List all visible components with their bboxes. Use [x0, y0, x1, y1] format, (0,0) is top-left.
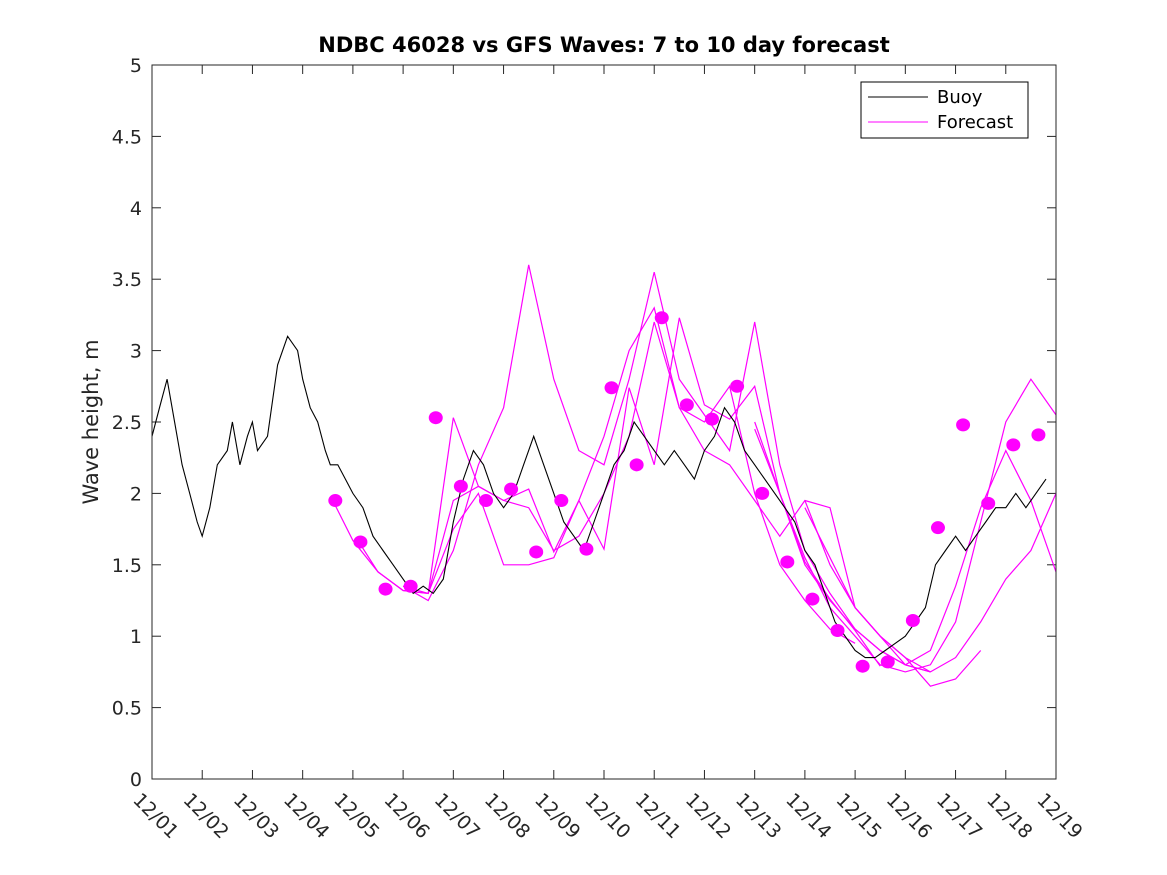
legend-forecast-label: Forecast — [937, 112, 1013, 133]
forecast-point — [353, 535, 368, 549]
forecast-point — [830, 623, 845, 637]
y-tick-label: 1.5 — [112, 555, 142, 577]
forecast-point — [453, 479, 468, 493]
forecast-point — [1006, 438, 1021, 452]
y-tick-label: 2 — [130, 483, 142, 505]
forecast-point — [755, 486, 770, 500]
forecast-point — [956, 418, 971, 432]
legend-box — [860, 81, 1029, 139]
buoy-series — [151, 335, 1047, 659]
y-tick-label: 0 — [130, 769, 142, 791]
forecast-line — [754, 378, 1057, 673]
forecast-point — [403, 579, 418, 593]
forecast-point — [905, 613, 920, 627]
forecast-point — [930, 521, 945, 535]
forecast-point — [780, 555, 795, 569]
y-tick-label: 4 — [130, 198, 142, 220]
forecast-line — [402, 306, 931, 673]
forecast-point — [504, 482, 519, 496]
forecast-point — [855, 659, 870, 673]
legend-buoy-label: Buoy — [937, 87, 983, 108]
forecast-line — [804, 493, 1057, 673]
forecast-point — [554, 494, 569, 508]
forecast-point — [629, 458, 644, 472]
forecast-line — [804, 507, 982, 687]
forecast-point — [654, 311, 669, 325]
y-axis-label: Wave height, m — [79, 339, 103, 504]
y-axis-tick-labels: 0 0.5 1 1.5 2 2.5 3 3.5 4 4.5 5 — [112, 55, 142, 791]
y-tick-label: 1 — [130, 626, 142, 648]
forecast-point — [880, 655, 895, 669]
y-tick-label: 5 — [130, 55, 142, 77]
chart-title: NDBC 46028 vs GFS Waves: 7 to 10 day for… — [318, 33, 889, 57]
y-tick-label: 4.5 — [112, 126, 142, 148]
forecast-point — [428, 411, 443, 425]
forecast-point — [981, 496, 996, 510]
y-tick-label: 3.5 — [112, 269, 142, 291]
forecast-point — [704, 412, 719, 426]
forecast-point — [378, 582, 393, 596]
forecast-point — [328, 494, 343, 508]
plot-area — [152, 65, 1056, 779]
forecast-point — [1031, 428, 1046, 442]
plot-frame — [151, 64, 1057, 780]
legend: Buoy Forecast — [860, 81, 1029, 139]
buoy-line — [151, 335, 1047, 659]
forecast-point — [679, 398, 694, 412]
forecast-markers — [328, 311, 1046, 673]
forecast-point — [529, 545, 544, 559]
forecast-point — [730, 379, 745, 393]
forecast-point — [805, 592, 820, 606]
forecast-line — [402, 264, 931, 673]
axis-ticks — [151, 64, 1057, 780]
forecast-point — [604, 381, 619, 395]
y-tick-label: 3 — [130, 341, 142, 363]
forecast-point — [478, 494, 493, 508]
forecast-point — [579, 542, 594, 556]
y-tick-label: 0.5 — [112, 698, 142, 720]
y-tick-label: 2.5 — [112, 412, 142, 434]
